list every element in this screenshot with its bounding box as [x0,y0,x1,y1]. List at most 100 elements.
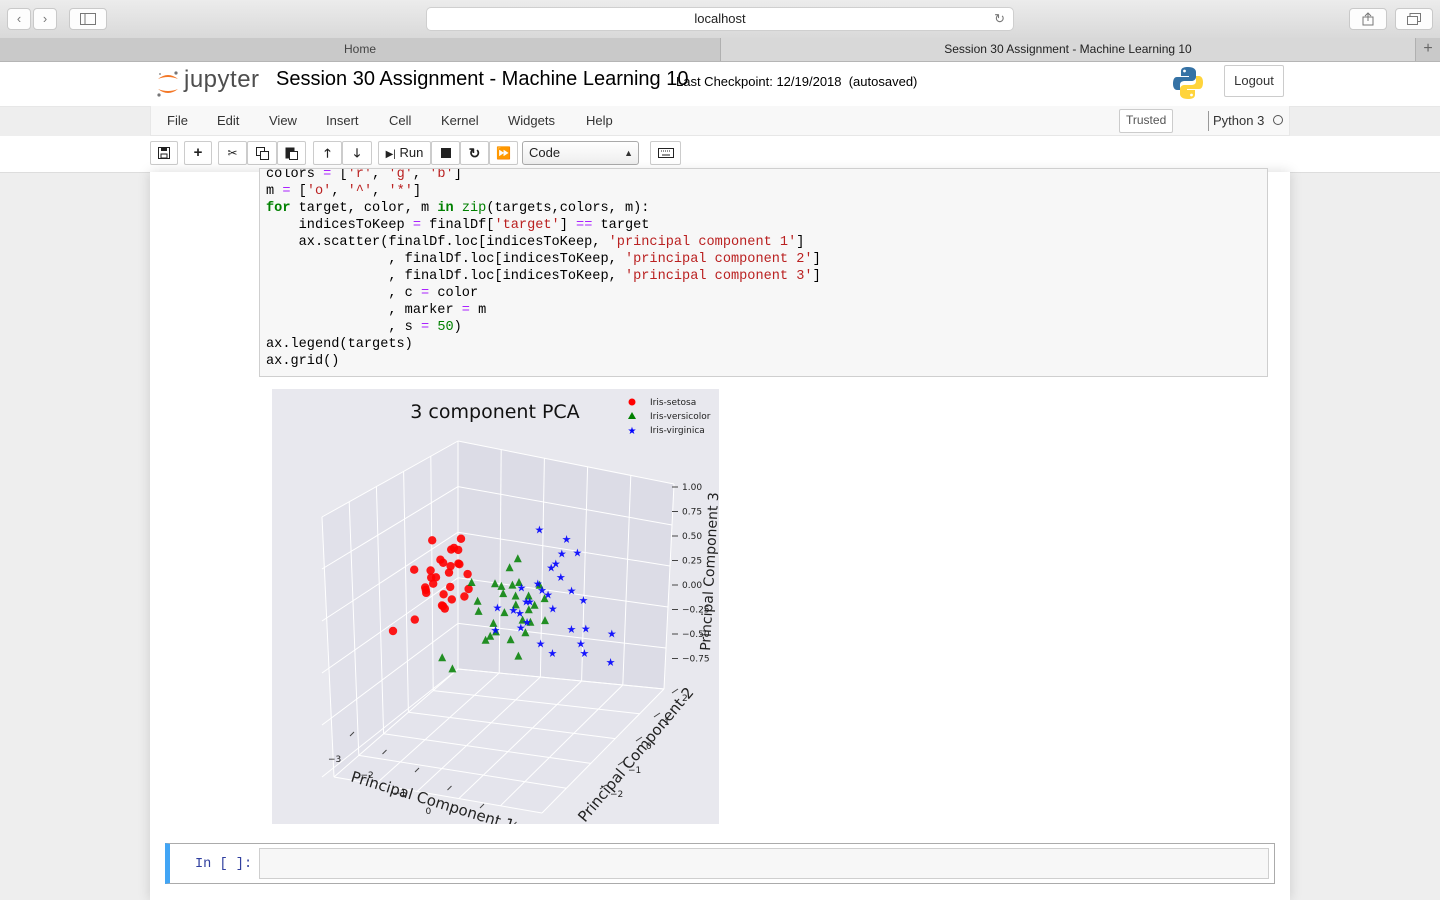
menu-cell[interactable]: Cell [389,113,412,128]
restart-button[interactable]: ↻ [460,141,489,165]
setosa-point [447,545,456,554]
menu-edit[interactable]: Edit [217,113,240,128]
notebook-title[interactable]: Session 30 Assignment - Machine Learning… [276,68,689,90]
virginica-point: ★ [508,604,518,617]
reload-icon[interactable]: ↻ [994,11,1005,26]
grid-line [581,466,589,682]
stop-icon [440,148,451,158]
virginica-point: ★ [522,616,532,629]
versicolor-point [448,664,457,673]
setosa-point [464,584,473,594]
virginica-point: ★ [543,589,553,602]
share-button[interactable] [1349,8,1387,30]
move-up-button[interactable]: 🡑 [313,141,342,165]
versicolor-point [514,651,523,660]
versicolor-point [513,554,522,563]
address-bar[interactable]: localhost ↻ [426,7,1014,31]
empty-code-cell[interactable]: In [ ]: [165,843,1275,884]
virginica-point: ★ [579,647,589,660]
grid-line [321,516,335,778]
cut-button[interactable]: ✂ [218,141,247,165]
menu-kernel[interactable]: Kernel [441,113,479,128]
command-palette-button[interactable] [650,141,681,165]
menu-file[interactable]: File [167,113,188,128]
tab-overview-button[interactable] [1395,8,1433,30]
keyboard-icon [657,148,674,158]
tab-home[interactable]: Home [0,38,720,61]
restart-run-all-button[interactable]: ⏩ [489,141,518,165]
menu-insert[interactable]: Insert [326,113,359,128]
grid-line [457,622,667,649]
copy-button[interactable] [247,141,277,165]
trusted-indicator[interactable]: Trusted [1119,109,1174,133]
grid-line [622,475,632,686]
setosa-point [410,615,419,624]
grid-line [383,733,591,764]
tab-notebook[interactable]: Session 30 Assignment - Machine Learning… [720,38,1416,61]
versicolor-point [518,615,527,624]
versicolor-point [535,580,544,589]
grid-line [333,776,543,814]
virginica-point: ★ [551,558,561,571]
save-button[interactable] [150,141,178,165]
kernel-name[interactable]: Python 3 [1213,113,1265,128]
virginica-point: ★ [548,603,558,616]
versicolor-point [499,589,508,598]
virginica-point: ★ [521,595,531,608]
run-label: Run [399,145,424,160]
y-tick-label: 1 [664,718,670,728]
paste-button[interactable] [277,141,306,165]
empty-code-input[interactable] [259,848,1269,879]
grid-line [433,690,640,715]
menu-help[interactable]: Help [586,113,613,128]
jupyter-logo-text[interactable]: jupyter [184,66,260,93]
run-button[interactable]: ▶| Run [378,141,431,165]
code-line: , finalDf.loc[indicesToKeep, 'principal … [266,269,821,284]
forward-button[interactable]: › [33,8,57,30]
grid-line [457,440,675,485]
insert-cell-button[interactable]: + [184,141,212,165]
grid-line [457,577,669,608]
back-button[interactable]: ‹ [7,8,31,30]
browser-tab-bar: Home Session 30 Assignment - Machine Lea… [0,38,1440,62]
z-tick-label: 1.00 [682,483,702,493]
jupyter-header: jupyter Session 30 Assignment - Machine … [0,62,1440,107]
logout-button[interactable]: Logout [1224,65,1284,97]
setosa-point [444,568,454,577]
y-tick-label: 0 [646,742,652,752]
setosa-point [456,534,466,543]
menu-view[interactable]: View [269,113,297,128]
grid-line [403,471,409,713]
move-down-button[interactable]: 🡓 [342,141,372,165]
versicolor-point [497,581,506,590]
code-cell-input[interactable]: colors = ['r', 'g', 'b'] m = ['o', '^', … [259,168,1268,377]
arrow-down-icon: 🡓 [353,146,361,160]
jupyter-logo-icon[interactable] [155,68,181,100]
kernel-separator [1208,111,1209,131]
versicolor-point [521,628,530,637]
kernel-idle-icon [1273,115,1283,125]
menu-widgets[interactable]: Widgets [508,113,555,128]
new-tab-button[interactable]: + [1416,38,1440,61]
x-tick-label: 0 [426,807,432,817]
setosa-point [426,566,435,575]
versicolor-point [489,618,498,627]
y-tick-label: −2 [610,790,623,800]
virginica-point: ★ [567,584,577,597]
chart-title: 3 component PCA [410,401,579,423]
code-line: ax.legend(targets) [266,337,413,352]
pane-floor [334,669,664,813]
x-tick-mark [382,749,387,755]
versicolor-point [486,631,495,640]
sidebar-toggle-button[interactable] [69,8,107,30]
versicolor-point [505,563,514,572]
virginica-point: ★ [516,622,526,635]
cell-type-value: Code [529,145,561,160]
versicolor-point [481,635,490,644]
legend-marker-virginica: ★ [628,426,637,437]
versicolor-point [530,600,539,609]
grid-line [333,668,459,778]
cell-type-select[interactable]: Code ▲▼ [522,141,639,180]
interrupt-button[interactable] [431,141,460,165]
chevron-right-icon: › [42,11,48,26]
